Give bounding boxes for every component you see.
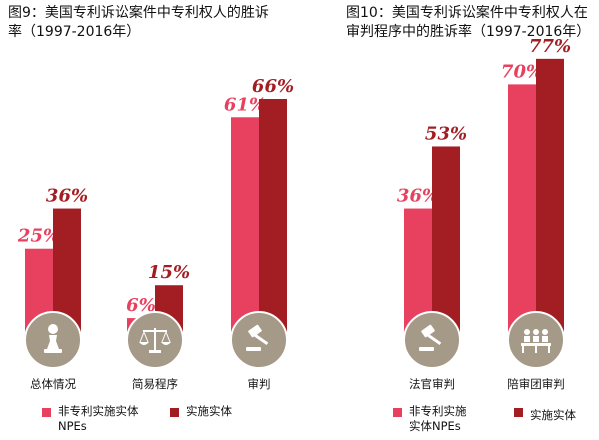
fig10-title-line2: 审判程序中的胜诉率（1997-2016年） <box>346 24 591 40</box>
bar-group: 61%66% 审判 <box>224 76 294 391</box>
bar-group: 25% 36% 总体情况 <box>17 186 88 391</box>
fig10-title: 图10：美国专利诉讼案件中专利权人在 审判程序中的胜诉率（1997-2016年） <box>346 4 596 42</box>
gavel-icon <box>419 324 442 351</box>
legend2-swatch-practicing <box>514 408 523 417</box>
bar-npe <box>508 84 536 340</box>
category-label: 简易程序 <box>132 377 178 391</box>
bar-practicing <box>432 146 460 340</box>
category-label: 陪审团审判 <box>507 377 565 391</box>
fig9-title-line1: 图9：美国专利诉讼案件中专利权人的胜诉 <box>8 5 269 21</box>
legend-label-practicing: 实施实体 <box>186 404 232 418</box>
gavel-icon <box>246 324 269 351</box>
legend-swatch-practicing <box>170 408 179 417</box>
icon-circle <box>403 311 461 369</box>
value-label-npe: 61% <box>224 94 266 115</box>
value-label-practicing: 77% <box>529 36 571 57</box>
fig10-title-line1: 图10：美国专利诉讼案件中专利权人在 <box>346 5 588 21</box>
scales-icon <box>139 328 171 353</box>
legend2-label-npe: 非专利实施 实体NPEs <box>409 404 467 434</box>
bar-group: 36% 53% 法官审判 <box>397 123 467 391</box>
bar-group: 70% 77% 陪审团审判 <box>501 36 571 391</box>
legend2-label-npe-line1: 非专利实施 <box>409 404 467 418</box>
value-label-npe: 6% <box>126 295 156 316</box>
value-label-npe: 36% <box>397 186 439 207</box>
legend2-label-npe-line2: 实体NPEs <box>409 419 461 433</box>
bar-npe <box>231 117 259 341</box>
value-label-practicing: 53% <box>425 123 467 144</box>
legend-label-npe: 非专利实施实体 NPEs <box>58 404 139 434</box>
legend2-label-practicing: 实施实体 <box>530 408 576 422</box>
icon-circle <box>230 311 288 369</box>
legend2-swatch-npe <box>393 408 402 417</box>
category-label: 总体情况 <box>30 377 76 391</box>
chess-pawn-icon <box>44 324 62 353</box>
legend-swatch-npe <box>42 408 51 417</box>
legend-label-npe-line2: NPEs <box>58 419 87 433</box>
value-label-npe: 25% <box>17 226 60 247</box>
jury-icon <box>521 329 551 353</box>
value-label-practicing: 36% <box>46 186 88 207</box>
bar-practicing <box>536 58 564 340</box>
bar-group: 6% 15% 简易程序 <box>126 262 190 391</box>
category-label: 审判 <box>248 377 271 391</box>
value-label-npe: 70% <box>501 61 543 82</box>
fig9-title-line2: 率（1997-2016年） <box>8 24 141 40</box>
legend-label-npe-line1: 非专利实施实体 <box>58 404 139 418</box>
category-label: 法官审判 <box>409 377 455 391</box>
value-label-practicing: 15% <box>148 262 190 283</box>
bar-practicing <box>259 99 287 340</box>
fig9-title: 图9：美国专利诉讼案件中专利权人的胜诉 率（1997-2016年） <box>8 4 308 42</box>
value-label-practicing: 66% <box>252 76 294 97</box>
